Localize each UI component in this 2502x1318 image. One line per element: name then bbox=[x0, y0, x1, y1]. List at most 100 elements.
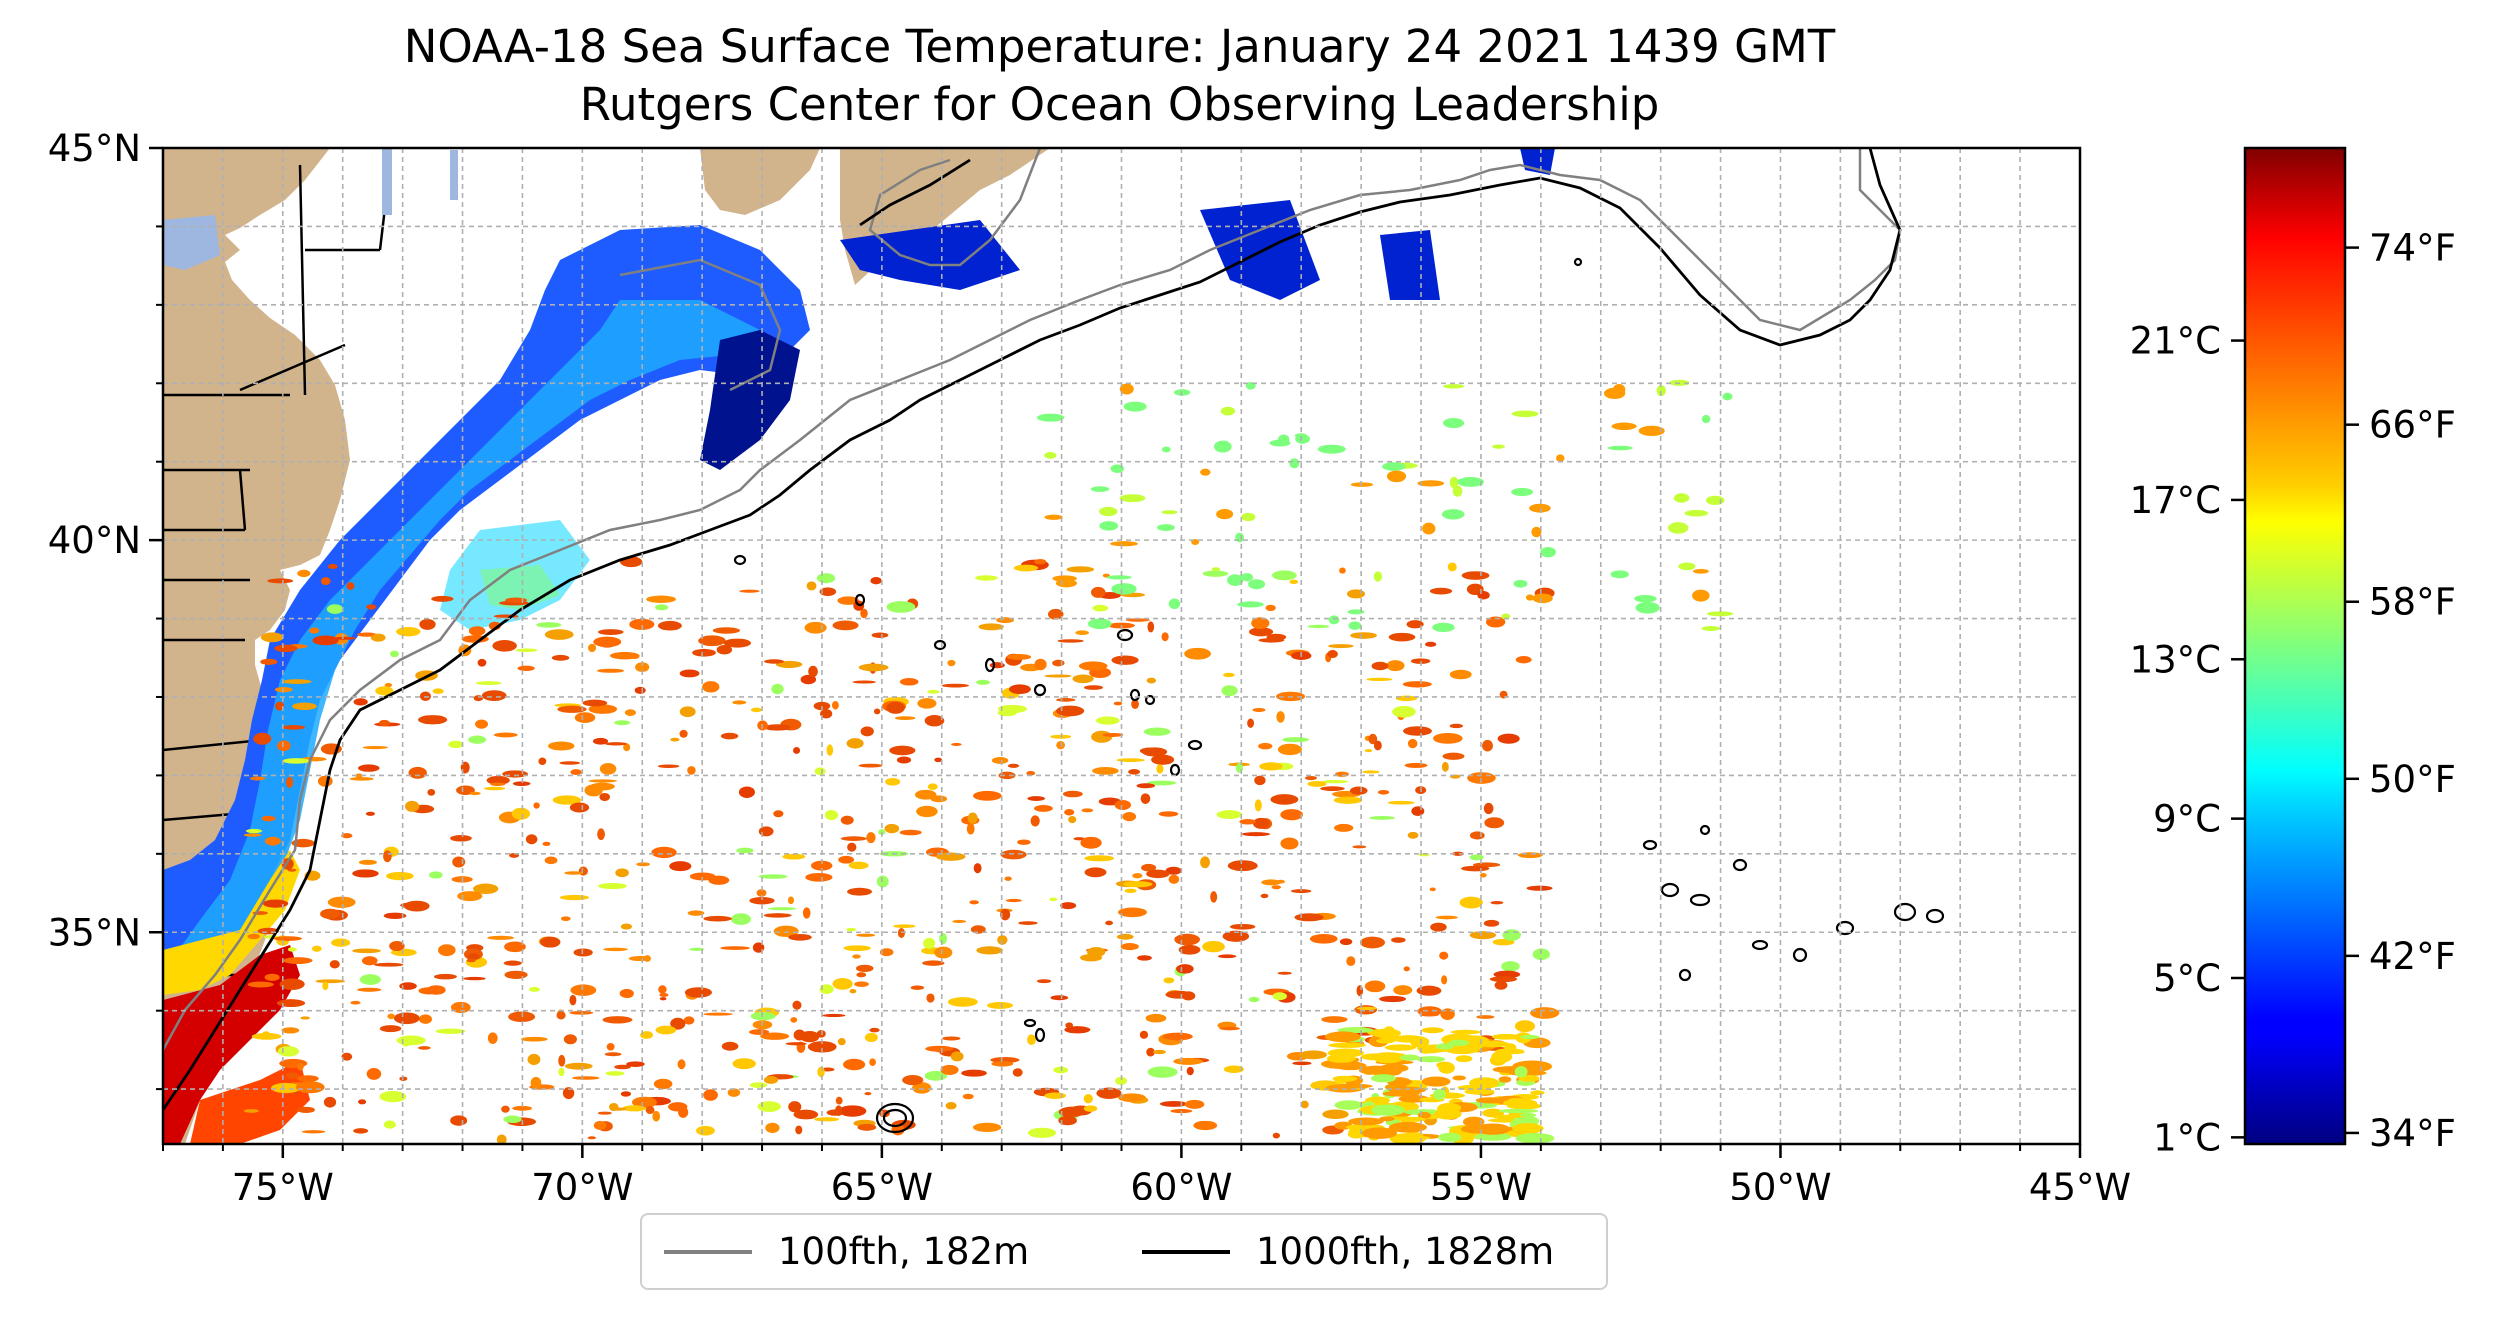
sst-patch bbox=[530, 1076, 542, 1089]
sst-patch bbox=[562, 1087, 575, 1100]
sst-patch bbox=[1635, 601, 1660, 614]
sst-patch bbox=[1379, 995, 1407, 1003]
sst-patch bbox=[1350, 632, 1377, 639]
sst-patch bbox=[788, 933, 812, 941]
sst-patch bbox=[1013, 564, 1039, 572]
sst-patch bbox=[573, 948, 593, 957]
sst-patch bbox=[750, 1012, 776, 1021]
sst-patch bbox=[386, 871, 414, 881]
sst-patch bbox=[1455, 1055, 1473, 1063]
sst-patch bbox=[1118, 907, 1147, 918]
sst-patch bbox=[871, 632, 889, 638]
sst-patch bbox=[832, 978, 853, 990]
legend-item-100fth: 100fth, 182m bbox=[664, 1215, 1029, 1288]
sst-patch bbox=[934, 757, 943, 763]
sst-patch bbox=[1251, 617, 1270, 630]
sst-patch bbox=[684, 987, 712, 998]
sst-patch bbox=[1005, 898, 1022, 903]
sst-patch bbox=[477, 658, 487, 667]
sst-patch bbox=[373, 962, 404, 967]
sst-patch bbox=[1438, 1132, 1462, 1142]
sst-patch bbox=[467, 953, 480, 960]
sst-patch bbox=[820, 709, 833, 719]
sst-patch bbox=[1435, 1043, 1454, 1050]
sst-patch bbox=[247, 933, 260, 940]
sst-patch bbox=[1410, 1036, 1430, 1048]
sst-patch bbox=[253, 732, 272, 745]
sst-patch bbox=[1492, 444, 1505, 449]
sst-patch bbox=[846, 738, 864, 749]
sst-patch bbox=[1397, 1116, 1427, 1122]
sst-patch bbox=[1161, 632, 1169, 642]
sst-patch bbox=[243, 1109, 259, 1113]
sst-patch bbox=[1668, 522, 1689, 534]
sst-patch bbox=[1000, 908, 1011, 921]
sst-patch bbox=[597, 1111, 612, 1115]
sst-patch bbox=[1034, 658, 1047, 671]
sst-patch bbox=[468, 626, 486, 636]
sst-patch bbox=[1498, 1108, 1539, 1114]
sst-patch bbox=[720, 946, 751, 950]
sst-patch bbox=[1057, 639, 1084, 643]
sst-patch bbox=[826, 744, 834, 756]
sst-patch bbox=[942, 1036, 961, 1041]
sst-patch bbox=[852, 954, 861, 959]
sst-patch bbox=[1026, 770, 1036, 776]
sst-patch bbox=[1515, 655, 1532, 664]
sst-patch bbox=[1110, 541, 1139, 547]
sst-patch bbox=[940, 1064, 959, 1075]
sst-patch bbox=[606, 1043, 615, 1051]
sst-patch bbox=[320, 908, 341, 919]
sst-patch bbox=[1327, 650, 1338, 659]
sst-patch bbox=[1529, 503, 1551, 513]
sst-patch bbox=[817, 1066, 825, 1078]
sst-patch bbox=[756, 889, 767, 897]
sst-patch bbox=[1270, 794, 1299, 805]
sst-patch bbox=[1501, 961, 1520, 972]
sst-patch bbox=[679, 706, 696, 718]
sst-patch bbox=[1211, 567, 1221, 572]
sst-patch bbox=[1227, 574, 1244, 587]
sst-patch bbox=[910, 985, 925, 990]
sst-patch bbox=[1111, 583, 1137, 595]
sst-patch bbox=[1047, 608, 1064, 620]
sst-patch bbox=[544, 856, 558, 865]
sst-patch bbox=[1387, 800, 1415, 805]
sst-patch bbox=[1289, 458, 1300, 469]
colorbar-celsius-ticks: 1°C 5°C 9°C 13°C 17°C 21°C bbox=[2130, 320, 2245, 1159]
sst-patch bbox=[1090, 486, 1110, 492]
sst-patch bbox=[723, 638, 751, 648]
sst-patch bbox=[1475, 1097, 1504, 1104]
sst-patch bbox=[463, 976, 486, 981]
sst-patch bbox=[840, 815, 854, 825]
sst-patch bbox=[1119, 383, 1134, 395]
sst-patch bbox=[1044, 1092, 1067, 1099]
sst-patch bbox=[1131, 699, 1139, 709]
sst-patch bbox=[787, 896, 795, 905]
sst-patch bbox=[320, 577, 331, 586]
sst-patch bbox=[1078, 661, 1108, 671]
sst-patch bbox=[1373, 571, 1383, 582]
sst-patch bbox=[732, 700, 747, 705]
sst-patch bbox=[1018, 921, 1038, 925]
sst-patch bbox=[1271, 570, 1297, 581]
sst-patch bbox=[1113, 701, 1123, 706]
sst-patch bbox=[403, 900, 430, 912]
sst-patch bbox=[1447, 562, 1457, 572]
sst-patch bbox=[605, 1071, 625, 1076]
sst-patch bbox=[790, 1017, 798, 1023]
sst-patch bbox=[657, 620, 682, 631]
sst-patch bbox=[281, 1027, 300, 1034]
sst-patch bbox=[1088, 618, 1112, 630]
x-tick-label: 65°W bbox=[831, 1166, 933, 1200]
sst-patch bbox=[312, 635, 339, 646]
sst-patch bbox=[1247, 718, 1255, 728]
colorbar-f-label: 58°F bbox=[2369, 581, 2456, 624]
sst-patch bbox=[615, 868, 629, 878]
sst-patch bbox=[1073, 837, 1085, 841]
map-content bbox=[163, 148, 1945, 1144]
sst-patch bbox=[475, 681, 502, 686]
sst-patch bbox=[1044, 514, 1063, 520]
sst-patch bbox=[1248, 579, 1266, 590]
sst-patch bbox=[528, 987, 541, 992]
